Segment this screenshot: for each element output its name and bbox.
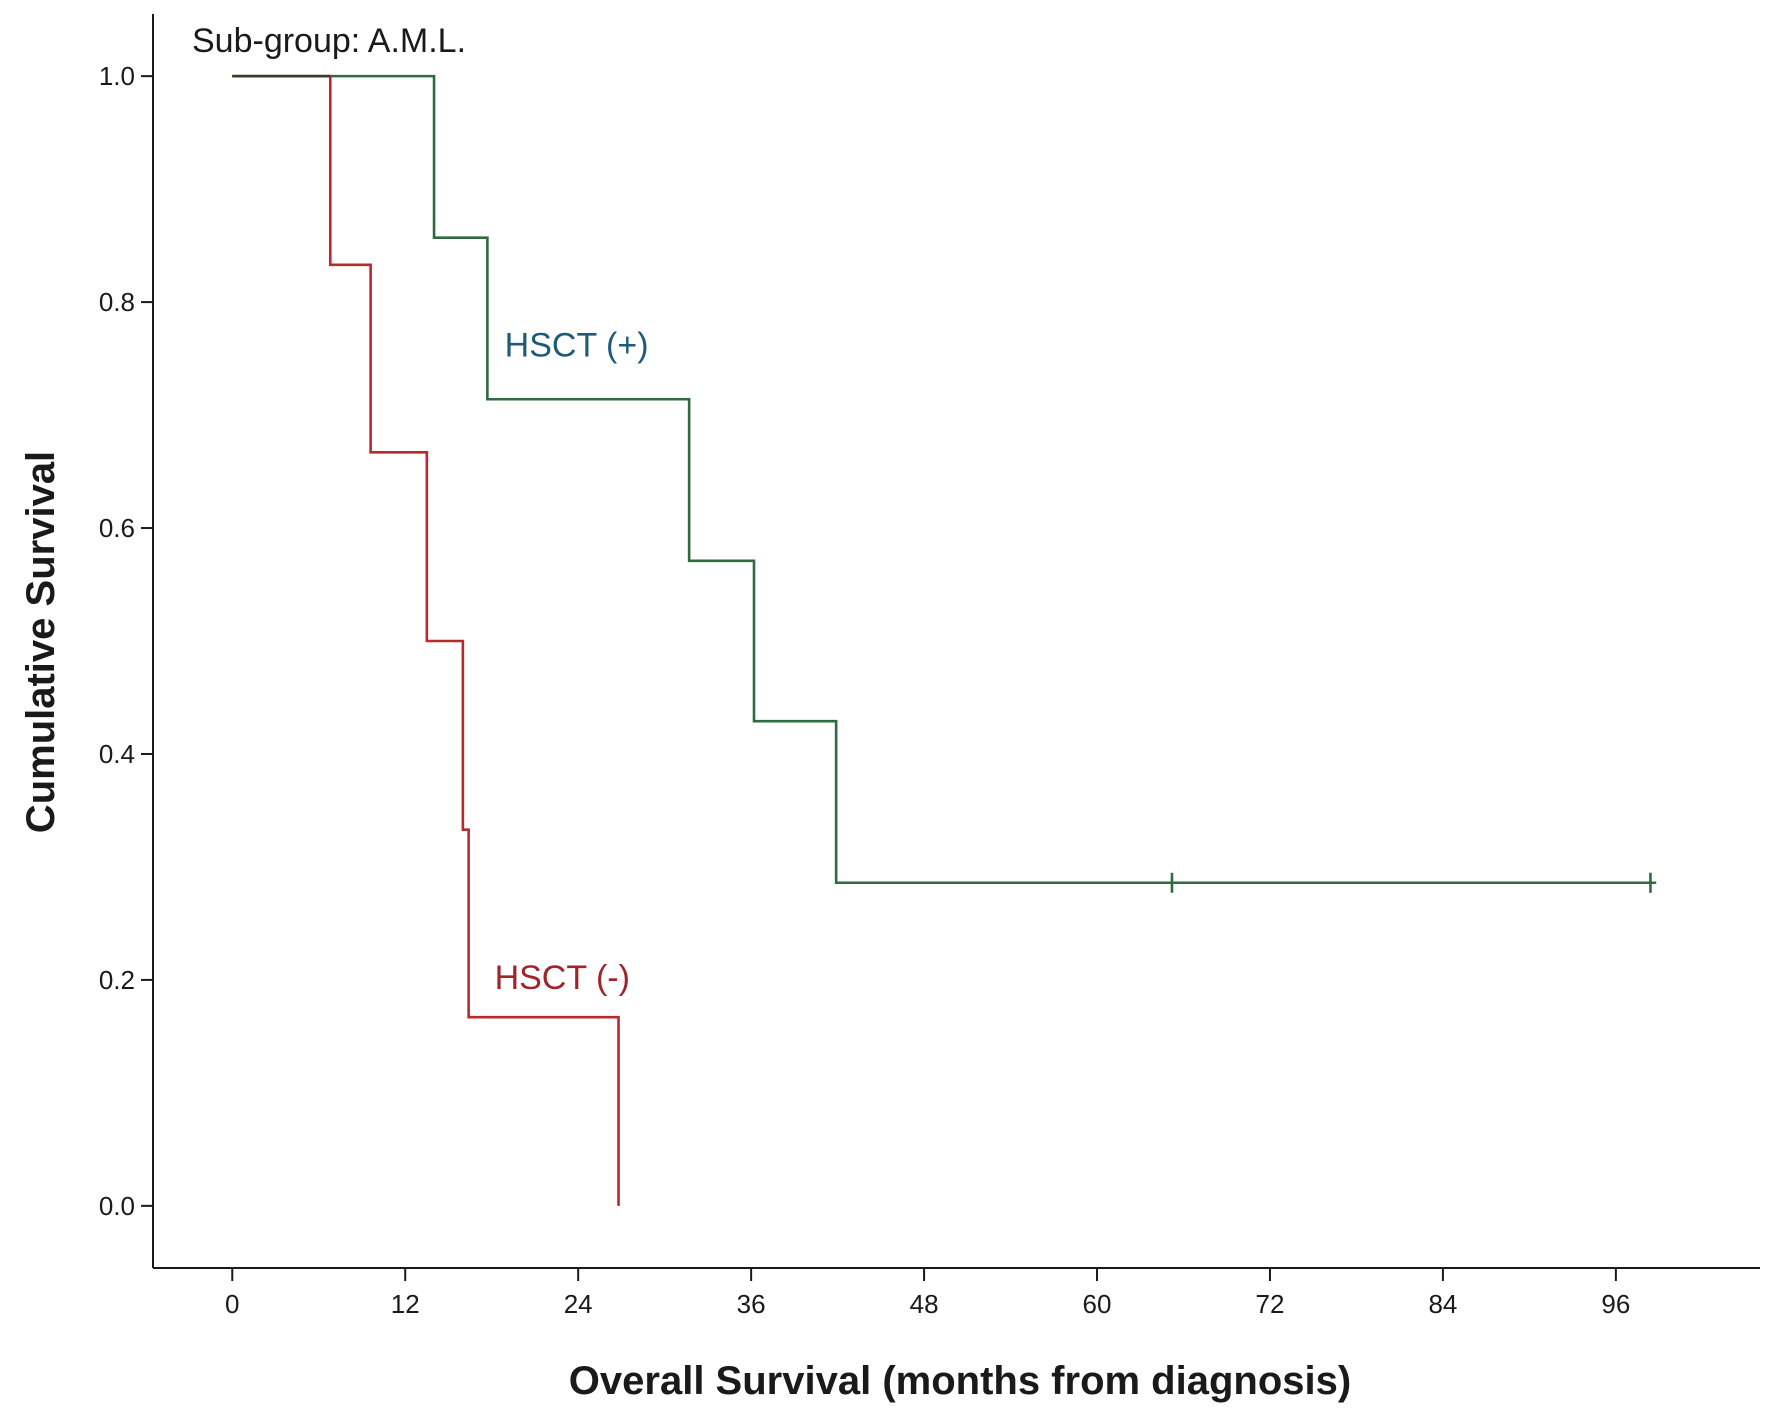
x-tick-label: 12 [391, 1289, 420, 1319]
x-tick-label: 24 [564, 1289, 593, 1319]
x-tick-label: 84 [1428, 1289, 1457, 1319]
y-tick-label: 0.4 [99, 739, 135, 769]
y-tick-label: 0.0 [99, 1191, 135, 1221]
y-tick-label: 0.2 [99, 965, 135, 995]
series-2 [232, 74, 620, 1206]
series-label: HSCT (-) [495, 959, 630, 997]
y-axis-title: Cumulative Survival [19, 451, 63, 833]
x-axis-title: Overall Survival (months from diagnosis) [569, 1359, 1351, 1403]
y-tick-label: 0.6 [99, 513, 135, 543]
axes: 0.0 0.2 0.4 0.6 0.8 1.0 0 12 24 36 48 60 72 84 96 [99, 14, 1760, 1319]
x-tick-label: 36 [737, 1289, 766, 1319]
x-tick-label: 60 [1083, 1289, 1112, 1319]
series-1 [232, 74, 1657, 893]
y-tick-label: 0.8 [99, 287, 135, 317]
chart-subtitle: Sub-group: A.M.L. [192, 22, 466, 60]
x-tick-label: 96 [1601, 1289, 1630, 1319]
series-label: HSCT (+) [505, 326, 649, 364]
x-tick-label: 0 [225, 1289, 239, 1319]
y-tick-label: 1.0 [99, 61, 135, 91]
x-tick-label: 48 [910, 1289, 939, 1319]
series-layer: HSCT (+) HSCT (-) [232, 74, 1657, 1206]
survival-curve [232, 74, 620, 1206]
x-tick-label: 72 [1256, 1289, 1285, 1319]
survival-curve [232, 74, 1657, 885]
